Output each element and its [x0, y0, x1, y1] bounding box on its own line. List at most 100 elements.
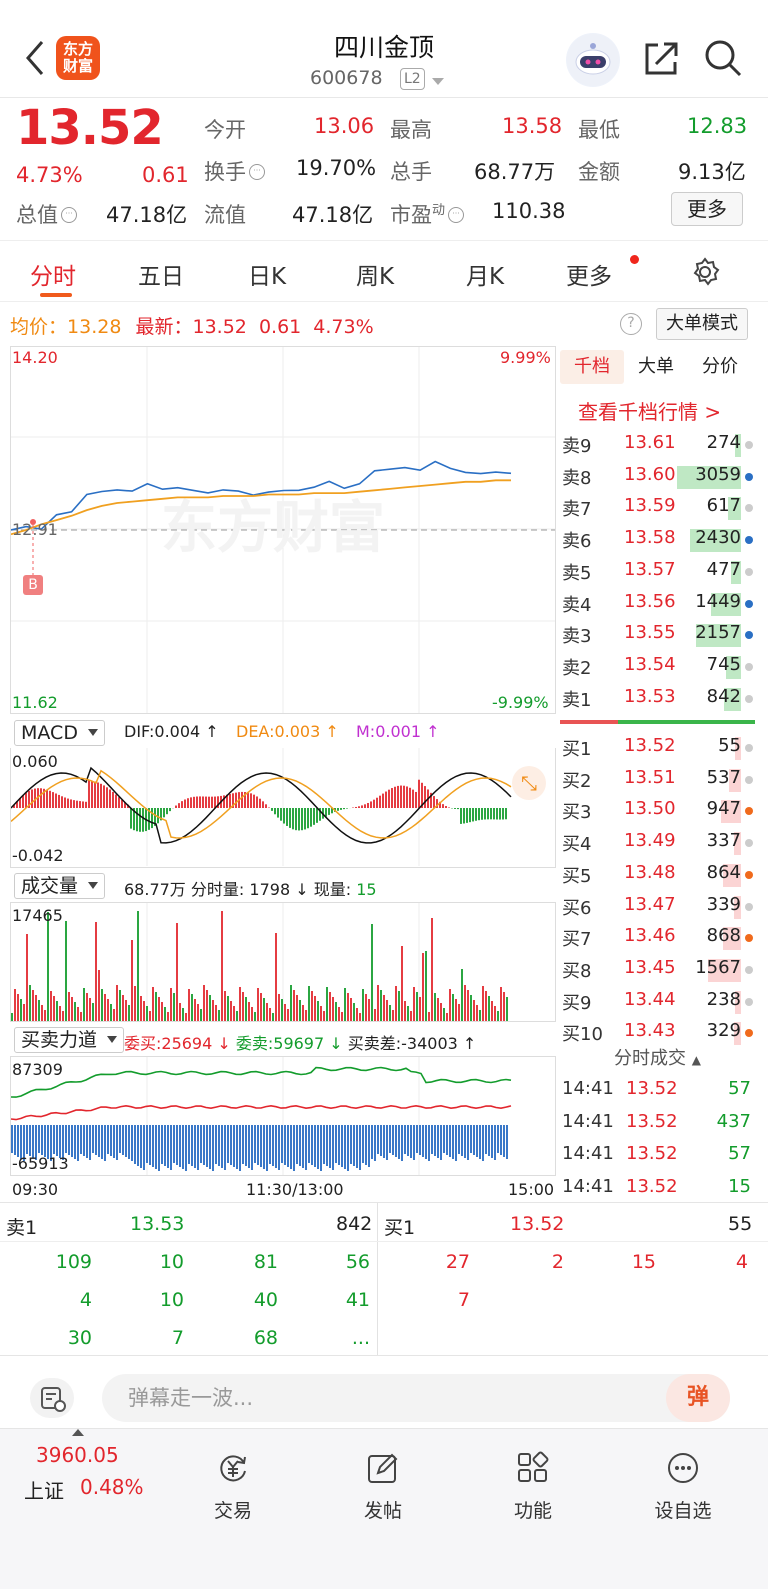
orderbook-row-asks[interactable]: 卖9 13.61 274 — [560, 430, 755, 460]
price-axis-high: 14.20 — [12, 348, 58, 367]
buy-marker[interactable]: B — [23, 575, 43, 595]
orderbook-row-asks[interactable]: 卖8 13.60 3059 — [560, 462, 755, 492]
stock-code: 600678 — [310, 67, 383, 89]
back-arrow-icon[interactable] — [22, 38, 50, 78]
nav-trade[interactable]: 交易 — [183, 1451, 283, 1523]
pct-axis-low: -9.99% — [492, 693, 549, 712]
chevron-up-icon[interactable] — [72, 1429, 84, 1436]
nav-add-watchlist[interactable]: 设自选 — [633, 1451, 733, 1523]
level-name: 卖4 — [562, 594, 592, 616]
tab-five-day[interactable]: 五日 — [138, 264, 184, 290]
orderbook-row-asks[interactable]: 卖7 13.59 617 — [560, 493, 755, 523]
level-volume: 617 — [706, 495, 741, 517]
macd-selector[interactable]: MACD — [14, 720, 105, 746]
level-volume: 842 — [706, 685, 741, 707]
more-dots-icon — [668, 1453, 698, 1483]
price-axis-low: 11.62 — [12, 693, 58, 712]
info-icon[interactable]: ··· — [61, 207, 77, 223]
queue-sell-order: 10 — [159, 1251, 184, 1273]
nav-post[interactable]: 发帖 — [333, 1451, 433, 1523]
settings-gear-icon[interactable] — [690, 257, 720, 287]
danmu-input[interactable]: 弹幕走一波... — [102, 1374, 730, 1422]
tab-daily-k[interactable]: 日K — [248, 264, 287, 290]
edit-post-icon — [368, 1453, 398, 1483]
orderbook-row-bids[interactable]: 买2 13.51 537 — [560, 765, 755, 795]
tab-price-distribution[interactable]: 分价 — [702, 356, 738, 377]
tab-thousand-levels[interactable]: 千档 — [560, 350, 624, 384]
view-thousand-levels-link[interactable]: 查看千档行情 > — [578, 400, 722, 424]
volume-bar — [690, 529, 741, 553]
time-axis-start: 09:30 — [12, 1180, 59, 1199]
orderbook-row-bids[interactable]: 买5 13.48 864 — [560, 860, 755, 890]
queue-sell-price: 13.53 — [130, 1213, 185, 1235]
orderbook-row-bids[interactable]: 买9 13.44 238 — [560, 987, 755, 1017]
nav-functions[interactable]: 功能 — [483, 1451, 583, 1523]
level-price: 13.49 — [624, 830, 676, 852]
help-icon[interactable]: ? — [620, 313, 642, 335]
level-volume: 329 — [706, 1020, 741, 1042]
orderbook-row-bids[interactable]: 买1 13.52 55 — [560, 733, 755, 763]
tab-monthly-k[interactable]: 月K — [466, 264, 505, 290]
ai-assistant-icon[interactable] — [566, 33, 620, 87]
eastmoney-logo[interactable]: 东方财富 — [56, 36, 100, 80]
tick-time: 14:41 — [562, 1078, 614, 1099]
level-volume: 745 — [706, 653, 741, 675]
volume-bar — [696, 624, 741, 648]
level-name: 卖7 — [562, 499, 592, 521]
search-icon[interactable] — [703, 38, 743, 78]
tab-more[interactable]: 更多 — [566, 264, 612, 290]
orderbook-row-bids[interactable]: 买8 13.45 1567 — [560, 955, 755, 985]
more-stats-button[interactable]: 更多 — [671, 192, 743, 226]
level-volume: 274 — [706, 432, 741, 453]
price-line — [10, 460, 512, 531]
orderbook-row-bids[interactable]: 买4 13.49 337 — [560, 828, 755, 858]
level2-badge[interactable]: L2 — [400, 68, 425, 90]
price-chart[interactable]: 东方财富 — [10, 346, 556, 714]
period-tabs: 分时 五日 日K 周K 月K 更多 — [0, 240, 768, 302]
force-axis-bottom: -65913 — [12, 1154, 69, 1173]
info-icon[interactable]: ··· — [249, 164, 265, 180]
volume-bar — [730, 560, 741, 584]
orderbook-row-bids[interactable]: 买10 13.43 329 — [560, 1018, 755, 1048]
tick-price: 13.52 — [626, 1078, 678, 1099]
tab-big-orders[interactable]: 大单 — [638, 356, 674, 377]
orderbook-row-asks[interactable]: 卖2 13.54 745 — [560, 652, 755, 682]
orderbook-row-bids[interactable]: 买3 13.50 947 — [560, 796, 755, 826]
queue-header-divider — [0, 1241, 768, 1242]
volume-bar — [677, 465, 741, 489]
index-value[interactable]: 3960.05 — [36, 1443, 119, 1467]
tab-weekly-k[interactable]: 周K — [356, 264, 395, 290]
orderbook-row-asks[interactable]: 卖6 13.58 2430 — [560, 525, 755, 555]
share-icon[interactable] — [642, 40, 680, 78]
low-value: 12.83 — [687, 114, 748, 138]
orderbook-row-asks[interactable]: 卖1 13.53 842 — [560, 684, 755, 714]
grid-apps-icon — [518, 1451, 549, 1482]
active-tab-indicator — [40, 293, 72, 297]
level-volume: 477 — [706, 558, 741, 580]
orderbook-row-asks[interactable]: 卖5 13.57 477 — [560, 557, 755, 587]
tab-intraday[interactable]: 分时 — [30, 264, 76, 290]
high-value: 13.58 — [502, 114, 563, 138]
danmu-toggle-button[interactable]: 弹 — [666, 1374, 730, 1422]
volume-label: 总手 — [390, 160, 432, 184]
orderbook-row-asks[interactable]: 卖3 13.55 2157 — [560, 620, 755, 650]
tick-price: 13.52 — [626, 1143, 678, 1164]
force-selector[interactable]: 买卖力道 — [14, 1027, 125, 1053]
volume-bar — [723, 927, 741, 951]
big-order-mode-button[interactable]: 大单模式 — [656, 308, 748, 340]
index-change[interactable]: 0.48% — [80, 1475, 144, 1499]
level-name: 买5 — [562, 865, 592, 887]
orderbook-row-bids[interactable]: 买7 13.46 868 — [560, 923, 755, 953]
orderbook-row-asks[interactable]: 卖4 13.56 1449 — [560, 589, 755, 619]
ticks-header[interactable]: 分时成交 ▲ — [614, 1048, 701, 1069]
info-icon[interactable]: ··· — [448, 207, 465, 223]
orderbook-row-bids[interactable]: 买6 13.47 339 — [560, 892, 755, 922]
index-name[interactable]: 上证 — [24, 1479, 64, 1503]
expand-icon[interactable]: ⤡ — [512, 766, 546, 800]
level-indicator-dot — [745, 870, 753, 879]
queue-sell-order: 41 — [345, 1289, 370, 1311]
total-value: 47.18亿 — [106, 203, 188, 227]
chevron-down-icon[interactable] — [432, 78, 444, 85]
volume-selector[interactable]: 成交量 — [14, 873, 106, 899]
comment-list-icon[interactable] — [30, 1378, 74, 1418]
